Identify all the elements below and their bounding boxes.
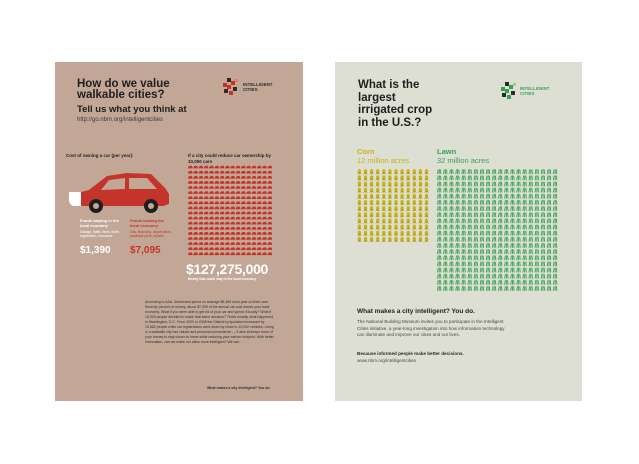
staying-note: Garage, traffic, fines, ticket, registra… bbox=[80, 230, 121, 238]
footer-url: www.nbm.org/intelligentcities bbox=[357, 358, 416, 363]
staying-label: Funds staying in the local economy bbox=[80, 218, 119, 228]
leaving-label: Funds leaving the local economy bbox=[130, 218, 165, 228]
intelligent-cities-logo-icon bbox=[223, 78, 238, 95]
closing-text: Because informed people make better deci… bbox=[357, 351, 464, 356]
staying-value: $1,390 bbox=[80, 245, 111, 256]
body-text: The National Building Museum invites you… bbox=[357, 319, 505, 337]
poster-headline: How do we value walkable cities? bbox=[77, 78, 170, 101]
lawn-grid-icon bbox=[437, 169, 558, 291]
irrigated-crop-poster: What is the largest irrigated crop in th… bbox=[335, 62, 582, 401]
poster-subhead: Tell us what you think at bbox=[77, 104, 187, 115]
tagline: What makes a city intelligent? You do. bbox=[357, 308, 475, 315]
logo-wordmark: INTELLIGENT CITIES bbox=[520, 86, 550, 96]
total-value: $127,275,000 bbox=[186, 261, 269, 277]
body-closing: What makes a city intelligent? You do. bbox=[207, 386, 271, 390]
intelligent-cities-logo-icon bbox=[501, 82, 516, 99]
lawn-value: 32 million acres bbox=[437, 156, 490, 165]
body-text: According to AAA, Americans spend on ave… bbox=[145, 300, 274, 344]
lawn-label: Lawn bbox=[437, 147, 457, 156]
reduce-label: If a city could reduce car ownership by … bbox=[188, 153, 272, 164]
poster-headline: What is the largest irrigated crop in th… bbox=[358, 79, 433, 129]
car-grid-icon bbox=[188, 165, 272, 256]
total-note: Money that could stay in the local econo… bbox=[188, 277, 257, 281]
poster-url: http://go.nbm.org/intelligentcities bbox=[77, 117, 164, 123]
leaving-value: $7,095 bbox=[130, 245, 161, 256]
cost-label: Cost of owning a car (per year): bbox=[66, 153, 134, 158]
corn-grid-icon bbox=[357, 169, 429, 243]
corn-label: Corn bbox=[357, 147, 375, 156]
leaving-note: Gas, financing, depreciation, purchase p… bbox=[130, 230, 172, 238]
logo-wordmark: INTELLIGENT CITIES bbox=[243, 82, 273, 92]
corn-value: 12 million acres bbox=[357, 156, 410, 165]
walkable-cities-poster: How do we value walkable cities? Tell us… bbox=[55, 62, 303, 401]
car-illustration-icon bbox=[69, 173, 169, 213]
